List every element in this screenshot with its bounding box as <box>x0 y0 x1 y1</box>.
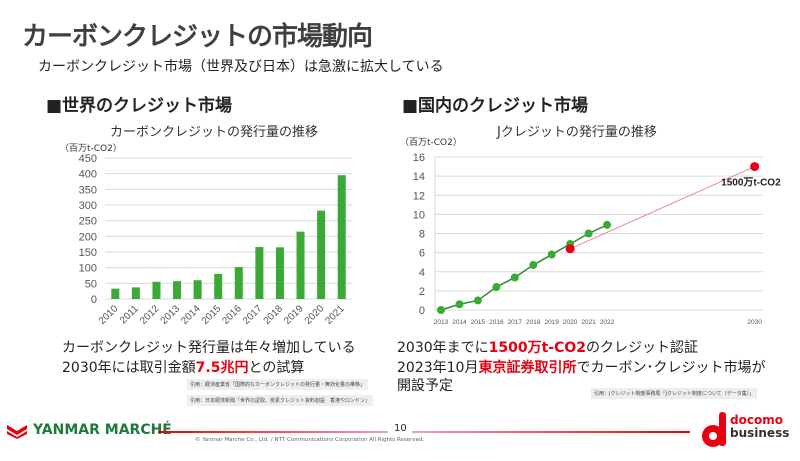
y-tick-label: 350 <box>79 184 97 196</box>
highlight-target: 1500万t-CO2 <box>488 340 587 356</box>
data-point <box>584 229 593 238</box>
bar <box>234 267 243 299</box>
data-point <box>473 296 482 305</box>
y-tick-label: 12 <box>413 190 425 202</box>
x-tick-label: 2018 <box>526 319 541 326</box>
x-tick-label: 2030 <box>747 319 762 326</box>
y-tick-label: 0 <box>91 294 97 306</box>
footer-divider <box>412 431 690 433</box>
bar <box>111 288 120 299</box>
text: との試算 <box>248 360 305 376</box>
y-tick-label: 10 <box>413 209 425 221</box>
x-tick-label: 2017 <box>508 319 523 326</box>
copyright: © Yanmar Marche Co., Ltd. / NTT Communic… <box>195 437 425 443</box>
bar <box>337 175 346 299</box>
x-tick-label: 2020 <box>563 319 578 326</box>
bar <box>275 247 284 299</box>
footer-divider <box>158 431 388 433</box>
x-tick-label: 2021 <box>581 319 596 326</box>
bar-chart-title: カーボンクレジットの発行量の推移 <box>110 125 319 140</box>
line-chart-unit: （百万t-CO2） <box>400 138 462 148</box>
bar <box>131 287 140 299</box>
yanmar-logo-icon <box>7 425 27 439</box>
y-tick-label: 100 <box>79 263 97 275</box>
left-line2: 2030年には取引金額7.5兆円との試算 <box>62 357 304 377</box>
right-line3: 開設予定 <box>397 378 453 394</box>
text: 2030年には取引金額 <box>62 360 196 376</box>
right-heading: ■国内のクレジット市場 <box>402 96 589 116</box>
business-logo-text: business <box>730 426 790 440</box>
actual-line <box>440 224 608 311</box>
y-tick-label: 6 <box>419 248 425 260</box>
data-point <box>437 306 445 314</box>
text: のクレジット認証 <box>586 340 699 356</box>
highlight-exchange: 東京証券取引所 <box>478 360 577 376</box>
y-tick-label: 14 <box>413 171 425 183</box>
bar <box>214 273 223 299</box>
y-tick-label: 16 <box>413 152 425 164</box>
data-point <box>603 220 612 229</box>
data-point <box>510 273 519 282</box>
right-line1: 2030年までに1500万t-CO2のクレジット認証 <box>397 337 698 357</box>
bar <box>255 246 264 299</box>
y-tick-label: 2 <box>419 286 425 298</box>
x-tick-label: 2014 <box>452 319 467 326</box>
page-title: カーボンクレジットの市場動向 <box>22 22 373 52</box>
text: でカーボン･クレジット市場が <box>576 360 766 376</box>
docomo-d-icon <box>702 412 726 447</box>
line-chart: 0 2 4 6 8 10 12 14 16 2013 2014 2015 2016 2017 2018 201… <box>413 152 781 326</box>
y-tick-label: 4 <box>419 267 425 279</box>
projection-line <box>569 166 755 250</box>
data-point <box>529 261 538 270</box>
line-chart-title: Jクレジットの発行量の推移 <box>497 125 657 140</box>
bar <box>152 281 161 299</box>
text: 2023年10月 <box>397 360 479 376</box>
data-point <box>455 300 464 309</box>
y-tick-label: 0 <box>419 305 425 317</box>
x-tick-label: 2022 <box>600 319 615 326</box>
bar <box>193 280 202 299</box>
yanmar-marche-logo: YANMAR MARCHÉ <box>33 422 172 438</box>
citation: 引用：Jクレジット制度事務局「Jクレジット制度について（データ集）」 <box>591 388 758 399</box>
data-point <box>547 250 556 259</box>
bar <box>317 210 326 299</box>
x-tick-label: 2013 <box>434 319 449 326</box>
y-tick-label: 400 <box>79 169 97 181</box>
x-tick-label: 2019 <box>544 319 559 326</box>
target-point <box>750 162 760 172</box>
y-tick-label: 450 <box>79 153 97 165</box>
citation: 引用：日本経済新聞「世界の証取、炭素クレジット資料創設 香港やロンドン」 <box>187 395 374 406</box>
highlight-amount: 7.5兆円 <box>195 360 249 376</box>
left-line1: カーボンクレジット発行量は年々増加している <box>62 340 356 356</box>
page-number: 10 <box>394 423 407 434</box>
annotation-label: 1500万t-CO2 <box>721 177 781 189</box>
y-tick-label: 200 <box>79 231 97 243</box>
left-heading: ■世界のクレジット市場 <box>46 96 233 116</box>
subtitle: カーボンクレジット市場（世界及び日本）は急激に拡大している <box>38 59 444 75</box>
y-tick-label: 50 <box>85 278 97 290</box>
target-point <box>565 244 575 254</box>
y-tick-label: 8 <box>419 229 425 241</box>
bar <box>173 281 182 299</box>
y-tick-label: 150 <box>79 247 97 259</box>
bar-chart-unit: （百万t-CO2） <box>60 144 122 154</box>
citation: 引用：経済産業省「国際的なカーボンクレジットの発行量・無効化量の推移」 <box>187 379 369 390</box>
text: 2030年までに <box>397 340 489 356</box>
data-point <box>492 283 501 292</box>
right-line2: 2023年10月東京証券取引所でカーボン･クレジット市場が <box>397 357 765 377</box>
bar-chart: 0501001502002503003504004502010201120122… <box>79 153 352 327</box>
x-tick-label: 2015 <box>471 319 486 326</box>
y-tick-label: 250 <box>79 216 97 228</box>
docomo-logo-text: docomo <box>730 413 783 427</box>
x-tick-label: 2016 <box>489 319 504 326</box>
y-tick-label: 300 <box>79 200 97 212</box>
bar <box>296 231 305 299</box>
